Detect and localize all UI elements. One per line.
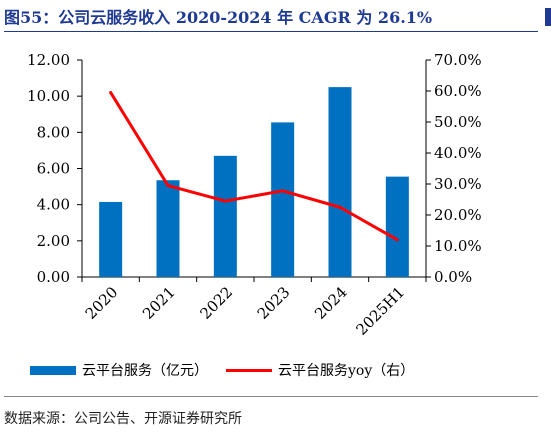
legend-item-line: 云平台服务yoy（右） xyxy=(226,360,414,380)
y-left-tick-label: 8.00 xyxy=(37,123,70,141)
bar-2024 xyxy=(328,87,352,277)
y-right-tick-label: 30.0% xyxy=(434,175,482,193)
y-right-tick-label: 10.0% xyxy=(434,237,482,255)
x-tick-label-2021: 2021 xyxy=(139,283,179,323)
yoy-point-2023 xyxy=(281,189,285,193)
y-right-tick-label: 40.0% xyxy=(434,144,482,162)
y-right-tick-label: 20.0% xyxy=(434,206,482,224)
figure-title: 图55：公司云服务收入 2020-2024 年 CAGR 为 26.1% xyxy=(4,8,433,27)
yoy-point-2020 xyxy=(109,91,113,95)
title-rule xyxy=(4,31,538,32)
x-tick-label-2025H1: 2025H1 xyxy=(352,283,408,339)
yoy-line xyxy=(109,91,399,242)
legend-swatch-line xyxy=(226,368,272,372)
bar-2023 xyxy=(271,122,295,277)
yoy-point-2025H1 xyxy=(395,238,399,242)
y-right-tick-label: 70.0% xyxy=(434,51,482,69)
yoy-point-2021 xyxy=(166,184,170,188)
x-tick-label-2024: 2024 xyxy=(311,283,351,323)
bar-2025H1 xyxy=(385,176,409,277)
y-left-tick-label: 6.00 xyxy=(37,160,70,178)
legend-swatch-bar xyxy=(30,365,76,375)
bar-2021 xyxy=(156,180,180,277)
y-left-tick-label: 10.00 xyxy=(27,87,70,105)
y-left-tick-label: 12.00 xyxy=(27,51,70,69)
y-right-tick-label: 60.0% xyxy=(434,82,482,100)
y-right-tick-label: 50.0% xyxy=(434,113,482,131)
yoy-point-2022 xyxy=(223,199,227,203)
y-right-tick-label: 0.0% xyxy=(434,268,472,286)
source-note: 数据来源：公司公告、开源证券研究所 xyxy=(4,411,242,427)
x-tick-label-2020: 2020 xyxy=(82,283,122,323)
x-tick-label-2022: 2022 xyxy=(196,283,236,323)
adjacent-title-mark xyxy=(545,8,551,26)
legend-label-line: 云平台服务yoy（右） xyxy=(278,363,415,379)
y-left-tick-label: 0.00 xyxy=(37,268,70,286)
legend-label-bar: 云平台服务（亿元） xyxy=(82,363,208,379)
bar-2022 xyxy=(213,155,237,277)
y-left-tick-label: 2.00 xyxy=(37,232,70,250)
source-rule xyxy=(4,396,538,397)
chart-legend: 云平台服务（亿元） 云平台服务yoy（右） xyxy=(30,360,432,380)
legend-item-bar: 云平台服务（亿元） xyxy=(30,360,208,380)
bar-2020 xyxy=(99,201,123,277)
chart: 0.00 2.00 4.00 6.00 8.00 10.00 12.00 0.0% 10.0% 2… xyxy=(27,51,482,339)
x-tick-label-2023: 2023 xyxy=(254,283,294,323)
yoy-point-2024 xyxy=(338,205,342,209)
y-left-tick-label: 4.00 xyxy=(37,196,70,214)
adjacent-panel-edge xyxy=(541,0,551,436)
